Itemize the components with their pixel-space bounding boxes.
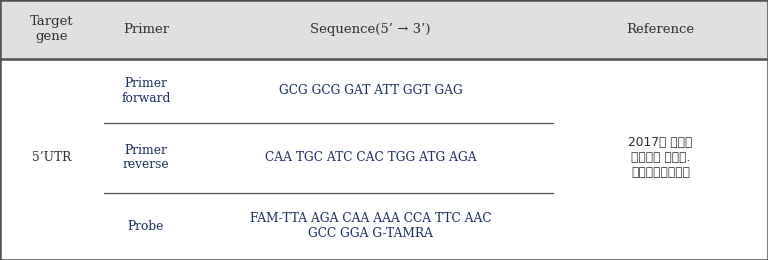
Text: 2017년 식중독
원인조사 시험법.
식품의약품안전체: 2017년 식중독 원인조사 시험법. 식품의약품안전체 [628,136,693,179]
Text: Target
gene: Target gene [30,15,74,43]
Text: GCG GCG GAT ATT GGT GAG: GCG GCG GAT ATT GGT GAG [279,84,462,97]
Text: Primer: Primer [123,23,169,36]
Text: Primer
forward: Primer forward [121,77,170,105]
Text: Primer
reverse: Primer reverse [123,144,169,172]
Bar [0,0,768,59]
Text: FAM-TTA AGA CAA AAA CCA TTC AAC
GCC GGA G-TAMRA: FAM-TTA AGA CAA AAA CCA TTC AAC GCC GGA … [250,212,492,240]
Text: 5’UTR: 5’UTR [32,151,71,164]
Text: Sequence(5’ → 3’): Sequence(5’ → 3’) [310,23,431,36]
Text: Reference: Reference [627,23,694,36]
Text: CAA TGC ATC CAC TGG ATG AGA: CAA TGC ATC CAC TGG ATG AGA [265,151,476,164]
Text: Probe: Probe [127,220,164,233]
